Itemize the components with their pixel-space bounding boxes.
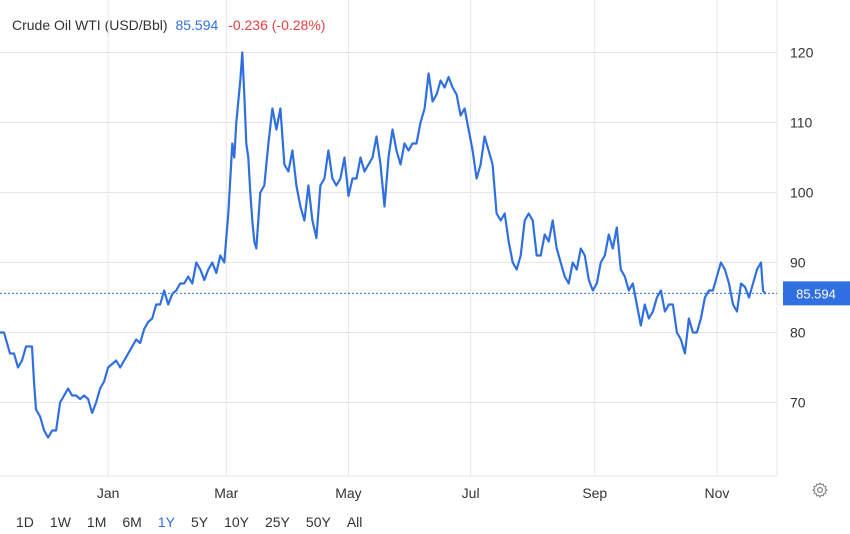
x-tick-label: Mar bbox=[214, 485, 238, 501]
y-tick-label: 90 bbox=[790, 255, 806, 271]
current-value-label: 85.594 bbox=[796, 286, 836, 301]
y-tick-label: 120 bbox=[790, 45, 814, 61]
chart-title: Crude Oil WTI (USD/Bbl) bbox=[12, 17, 168, 33]
range-button-25y[interactable]: 25Y bbox=[264, 514, 290, 530]
x-tick-label: Sep bbox=[582, 485, 607, 501]
gear-icon[interactable] bbox=[811, 481, 829, 499]
x-tick-label: Jul bbox=[462, 485, 480, 501]
current-value-badge bbox=[783, 281, 850, 306]
x-tick-label: Nov bbox=[704, 485, 729, 501]
range-button-10y[interactable]: 10Y bbox=[224, 514, 249, 530]
price-change: -0.236 (-0.28%) bbox=[228, 17, 326, 33]
range-selector: 1D 1W 1M 6M 1Y 5Y 10Y 25Y 50Y All bbox=[8, 512, 370, 532]
current-price: 85.594 bbox=[175, 17, 219, 33]
price-series-line bbox=[0, 51, 767, 439]
x-tick-label: May bbox=[335, 485, 361, 501]
range-button-1m[interactable]: 1M bbox=[86, 514, 107, 530]
y-tick-label: 100 bbox=[790, 185, 814, 201]
y-tick-label: 110 bbox=[790, 115, 813, 131]
range-button-50y[interactable]: 50Y bbox=[305, 514, 331, 530]
range-button-all[interactable]: All bbox=[346, 514, 363, 530]
range-button-6m[interactable]: 6M bbox=[122, 514, 142, 530]
x-tick-label: Jan bbox=[97, 485, 120, 501]
range-button-1d[interactable]: 1D bbox=[16, 514, 34, 530]
y-tick-label: 80 bbox=[790, 325, 806, 341]
range-button-1w[interactable]: 1W bbox=[49, 514, 71, 530]
range-button-5y[interactable]: 5Y bbox=[190, 514, 209, 530]
chart-title-bar: Crude Oil WTI (USD/Bbl) 85.594 -0.236 (-… bbox=[12, 17, 325, 33]
y-tick-label: 70 bbox=[790, 395, 806, 411]
range-button-1y[interactable]: 1Y bbox=[157, 514, 175, 530]
